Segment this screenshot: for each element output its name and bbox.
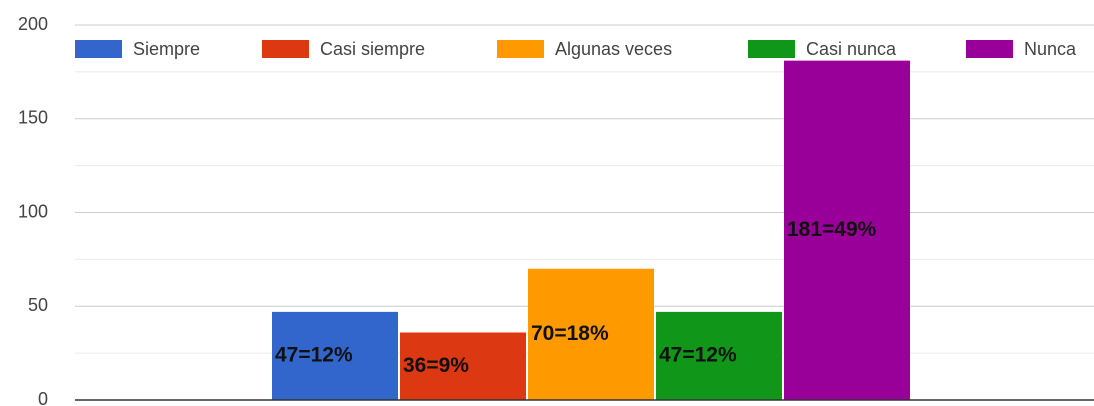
y-tick-label: 0 xyxy=(38,389,48,406)
legend-label: Casi siempre xyxy=(320,39,425,59)
data-label: 47=12% xyxy=(659,343,737,366)
bar xyxy=(784,60,910,400)
data-label: 47=12% xyxy=(275,343,353,366)
bar xyxy=(656,311,782,400)
data-label: 36=9% xyxy=(403,354,469,377)
data-label: 181=49% xyxy=(787,218,877,241)
legend-label: Algunas veces xyxy=(555,39,672,59)
legend-swatch xyxy=(75,40,122,58)
y-tick-label: 200 xyxy=(18,14,48,34)
y-tick-label: 100 xyxy=(18,201,48,221)
legend-swatch xyxy=(497,40,544,58)
legend-label: Casi nunca xyxy=(806,39,897,59)
y-tick-label: 150 xyxy=(18,108,48,128)
data-label: 70=18% xyxy=(531,322,609,345)
legend-label: Siempre xyxy=(133,39,200,59)
legend-swatch xyxy=(966,40,1013,58)
bar xyxy=(272,311,398,400)
legend-swatch xyxy=(748,40,795,58)
bar xyxy=(528,268,654,400)
bar xyxy=(400,332,526,400)
y-tick-label: 50 xyxy=(28,295,48,315)
legend-swatch xyxy=(262,40,309,58)
legend-label: Nunca xyxy=(1024,39,1077,59)
